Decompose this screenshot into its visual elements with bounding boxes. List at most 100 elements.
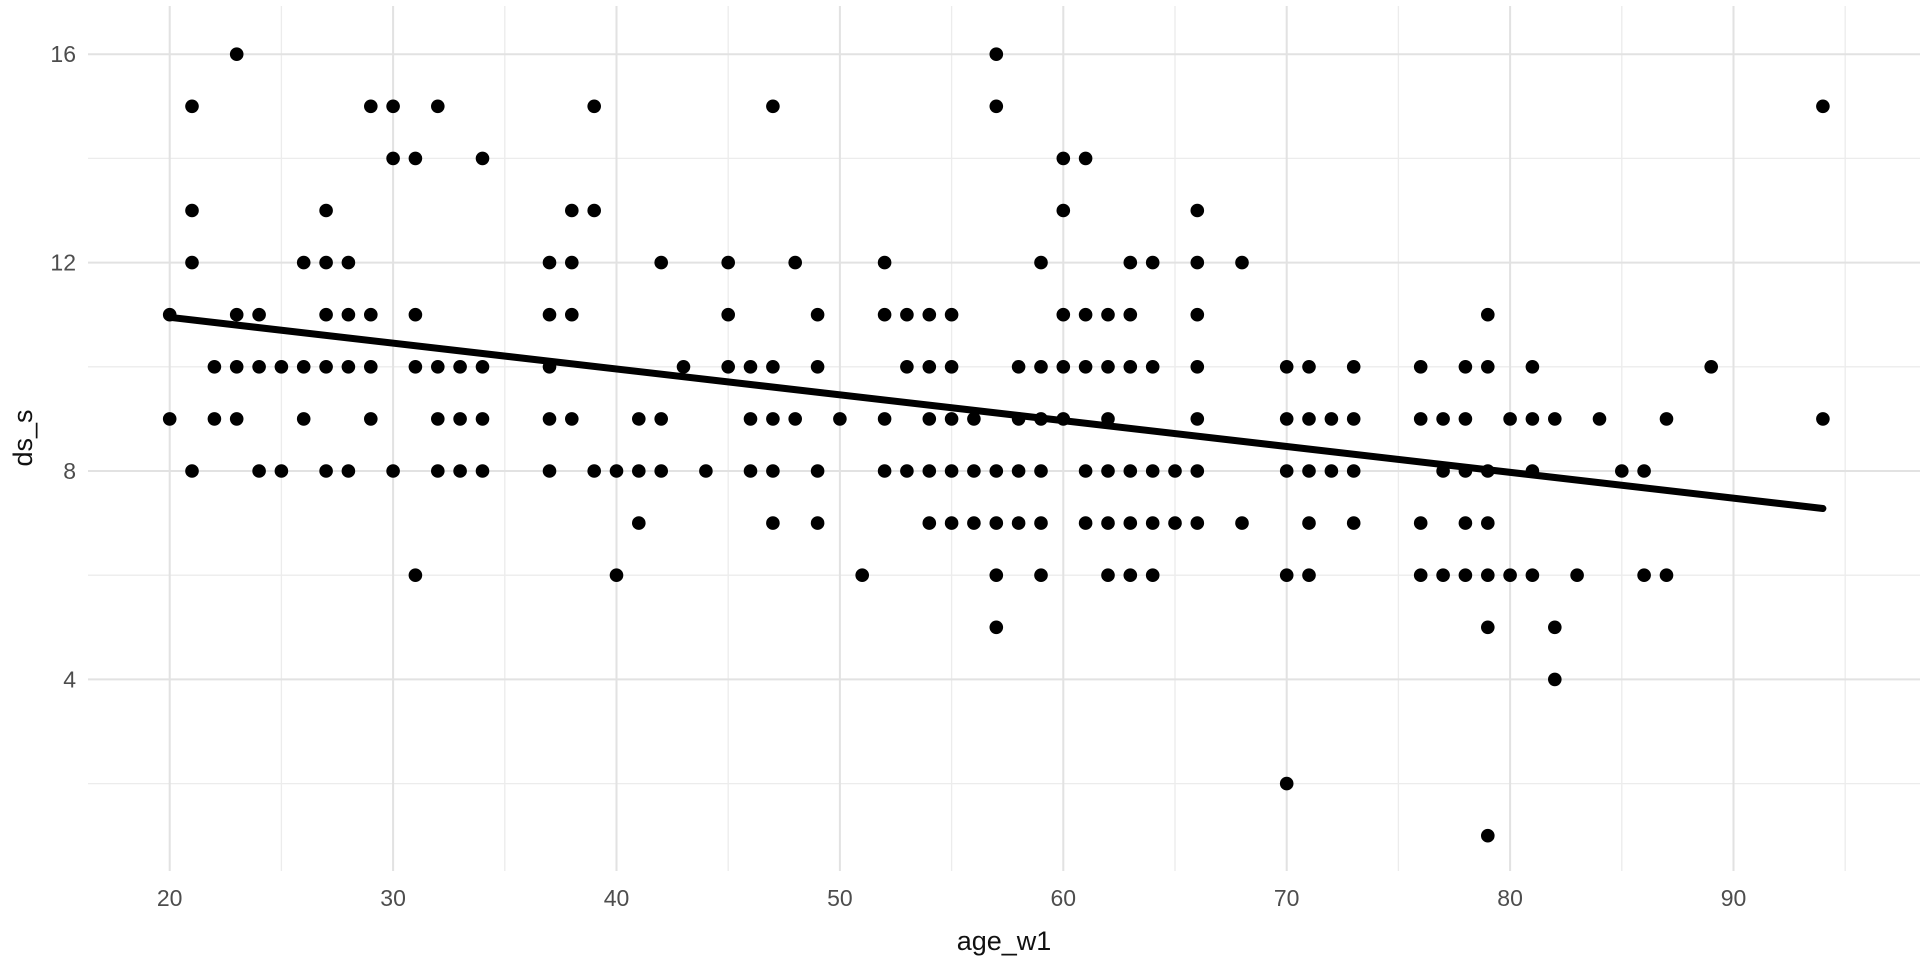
data-point — [1816, 412, 1830, 426]
data-point — [1704, 360, 1718, 374]
data-point — [1615, 464, 1629, 478]
data-point — [1101, 464, 1115, 478]
data-point — [1436, 412, 1450, 426]
data-point — [1279, 360, 1294, 374]
x-tick-label: 50 — [827, 885, 853, 911]
data-point — [431, 412, 445, 426]
data-point — [1123, 568, 1138, 582]
data-point — [1458, 360, 1473, 374]
x-tick-label: 20 — [157, 885, 183, 911]
data-point — [1123, 255, 1138, 270]
data-point — [810, 307, 825, 322]
data-point — [1168, 464, 1182, 478]
data-point — [632, 412, 646, 426]
data-point — [431, 360, 445, 374]
data-point — [1548, 620, 1562, 635]
data-point — [319, 307, 333, 322]
data-point — [632, 516, 646, 530]
data-point — [1525, 568, 1540, 582]
data-point — [1525, 360, 1540, 374]
data-point — [944, 307, 959, 322]
data-point — [1413, 568, 1428, 582]
data-point — [1101, 307, 1115, 322]
data-point — [1123, 360, 1138, 374]
data-point — [1145, 464, 1160, 478]
data-point — [1190, 412, 1205, 426]
data-point — [229, 307, 244, 322]
data-point — [1190, 516, 1205, 530]
data-point — [766, 464, 780, 478]
data-point — [1279, 568, 1294, 582]
data-point — [1525, 412, 1540, 426]
data-point — [766, 360, 780, 374]
data-point — [587, 203, 601, 218]
y-tick-label: 4 — [63, 666, 76, 692]
data-point — [900, 360, 914, 374]
data-point — [721, 255, 735, 270]
data-point — [1503, 412, 1517, 426]
data-point — [1034, 464, 1048, 478]
x-tick-label: 40 — [604, 885, 630, 911]
x-axis-title: age_w1 — [957, 926, 1052, 956]
scatter-points — [162, 47, 1830, 843]
x-tick-label: 80 — [1497, 885, 1523, 911]
data-point — [967, 516, 981, 530]
data-point — [408, 307, 423, 322]
data-point — [296, 412, 311, 426]
data-point — [900, 307, 914, 322]
data-point — [1481, 568, 1495, 582]
data-point — [475, 360, 490, 374]
data-point — [654, 412, 668, 426]
data-point — [1078, 307, 1093, 322]
data-point — [1123, 307, 1138, 322]
data-point — [587, 99, 601, 114]
data-point — [1078, 360, 1093, 374]
data-point — [1413, 360, 1428, 374]
data-point — [185, 255, 199, 270]
data-point — [1101, 360, 1115, 374]
y-tick-label: 16 — [50, 41, 76, 67]
data-point — [386, 151, 400, 166]
data-point — [453, 412, 467, 426]
data-point — [632, 464, 646, 478]
data-point — [1302, 516, 1316, 530]
data-point — [364, 307, 378, 322]
data-point — [1481, 828, 1495, 843]
data-point — [1346, 464, 1361, 478]
data-point — [721, 360, 735, 374]
data-point — [944, 464, 959, 478]
data-point — [565, 255, 579, 270]
data-point — [922, 412, 937, 426]
data-point — [1279, 464, 1294, 478]
y-tick-label: 12 — [50, 250, 76, 276]
x-tick-label: 70 — [1274, 885, 1300, 911]
y-axis-title: ds_s — [8, 409, 38, 466]
data-point — [1659, 568, 1674, 582]
data-point — [408, 568, 423, 582]
data-point — [788, 255, 802, 270]
data-point — [1078, 464, 1093, 478]
data-point — [922, 516, 937, 530]
data-point — [1034, 516, 1048, 530]
data-point — [810, 464, 825, 478]
data-point — [274, 464, 289, 478]
data-point — [319, 464, 333, 478]
data-point — [229, 47, 244, 61]
data-point — [1324, 412, 1339, 426]
data-point — [475, 151, 490, 166]
data-point — [319, 255, 333, 270]
data-point — [967, 412, 981, 426]
data-point — [989, 47, 1004, 61]
y-axis-tick-labels: 4 8 12 16 — [50, 41, 76, 692]
data-point — [252, 307, 266, 322]
data-point — [252, 464, 266, 478]
data-point — [1436, 568, 1450, 582]
data-point — [989, 568, 1004, 582]
data-point — [1481, 620, 1495, 635]
data-point — [453, 464, 467, 478]
x-tick-label: 60 — [1051, 885, 1077, 911]
data-point — [855, 568, 869, 582]
data-point — [922, 307, 937, 322]
data-point — [1637, 568, 1651, 582]
